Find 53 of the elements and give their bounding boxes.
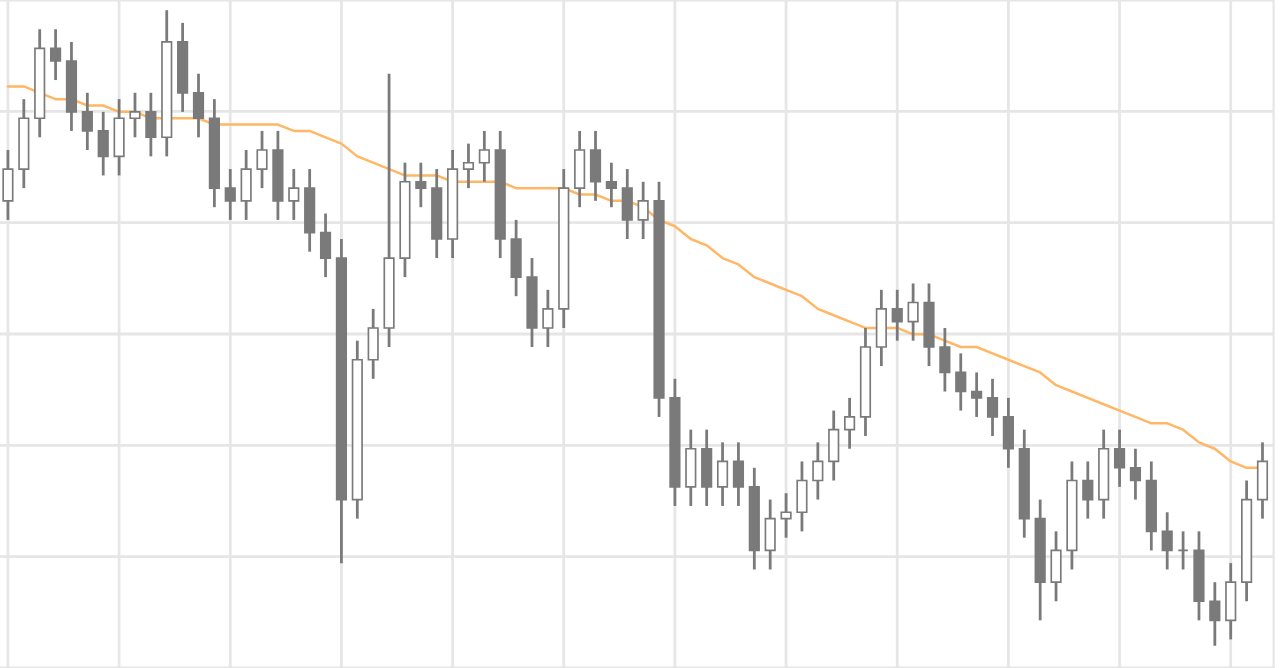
candlestick <box>907 282 919 343</box>
candlestick <box>462 142 475 190</box>
candlestick <box>939 326 951 393</box>
candlestick <box>81 91 93 152</box>
candlestick <box>843 396 856 451</box>
candlestick <box>605 161 617 209</box>
candlestick <box>367 307 379 381</box>
candlestick <box>701 428 713 508</box>
candlestick <box>224 167 236 222</box>
candlestick <box>113 97 125 177</box>
candlestick <box>145 91 157 158</box>
candlestick <box>2 148 14 222</box>
candlestick <box>589 129 602 203</box>
candlestick <box>1256 440 1269 521</box>
candlestick <box>716 440 729 508</box>
candlestick <box>129 91 141 139</box>
candlestick <box>240 148 252 222</box>
candlestick <box>986 377 999 438</box>
candlestick <box>764 498 776 571</box>
candlestick <box>621 167 633 241</box>
candlestick <box>97 110 109 177</box>
candlestick <box>1002 396 1014 470</box>
candlestick <box>812 440 824 501</box>
candlestick <box>637 180 649 241</box>
candlestick <box>288 167 300 222</box>
candlestick <box>49 27 62 82</box>
candlestick <box>923 282 935 368</box>
candlestick <box>971 371 983 419</box>
candlestick <box>685 428 697 508</box>
candlestick <box>828 409 840 482</box>
candlestick <box>796 460 808 533</box>
candlestick <box>1225 561 1237 641</box>
candlestick <box>1082 460 1094 521</box>
candlestick <box>891 288 903 343</box>
candlestick <box>1050 529 1062 603</box>
candlestick <box>1161 510 1173 571</box>
candlestick <box>955 352 967 412</box>
candlestick <box>780 491 792 540</box>
candlestick <box>574 129 586 209</box>
candlestick <box>1129 447 1142 501</box>
candlestick <box>1209 580 1221 648</box>
candlestick <box>732 440 745 508</box>
candlestick <box>415 161 427 209</box>
candlestick <box>1113 428 1126 489</box>
candlestick <box>304 167 316 254</box>
candlestick <box>510 218 522 298</box>
candlestick <box>478 129 490 184</box>
candlestick <box>256 129 268 190</box>
candlestick <box>319 212 332 279</box>
candlestick <box>875 288 887 368</box>
candlestick <box>192 72 205 139</box>
candlestick <box>1177 529 1189 571</box>
candlestick <box>542 288 554 349</box>
